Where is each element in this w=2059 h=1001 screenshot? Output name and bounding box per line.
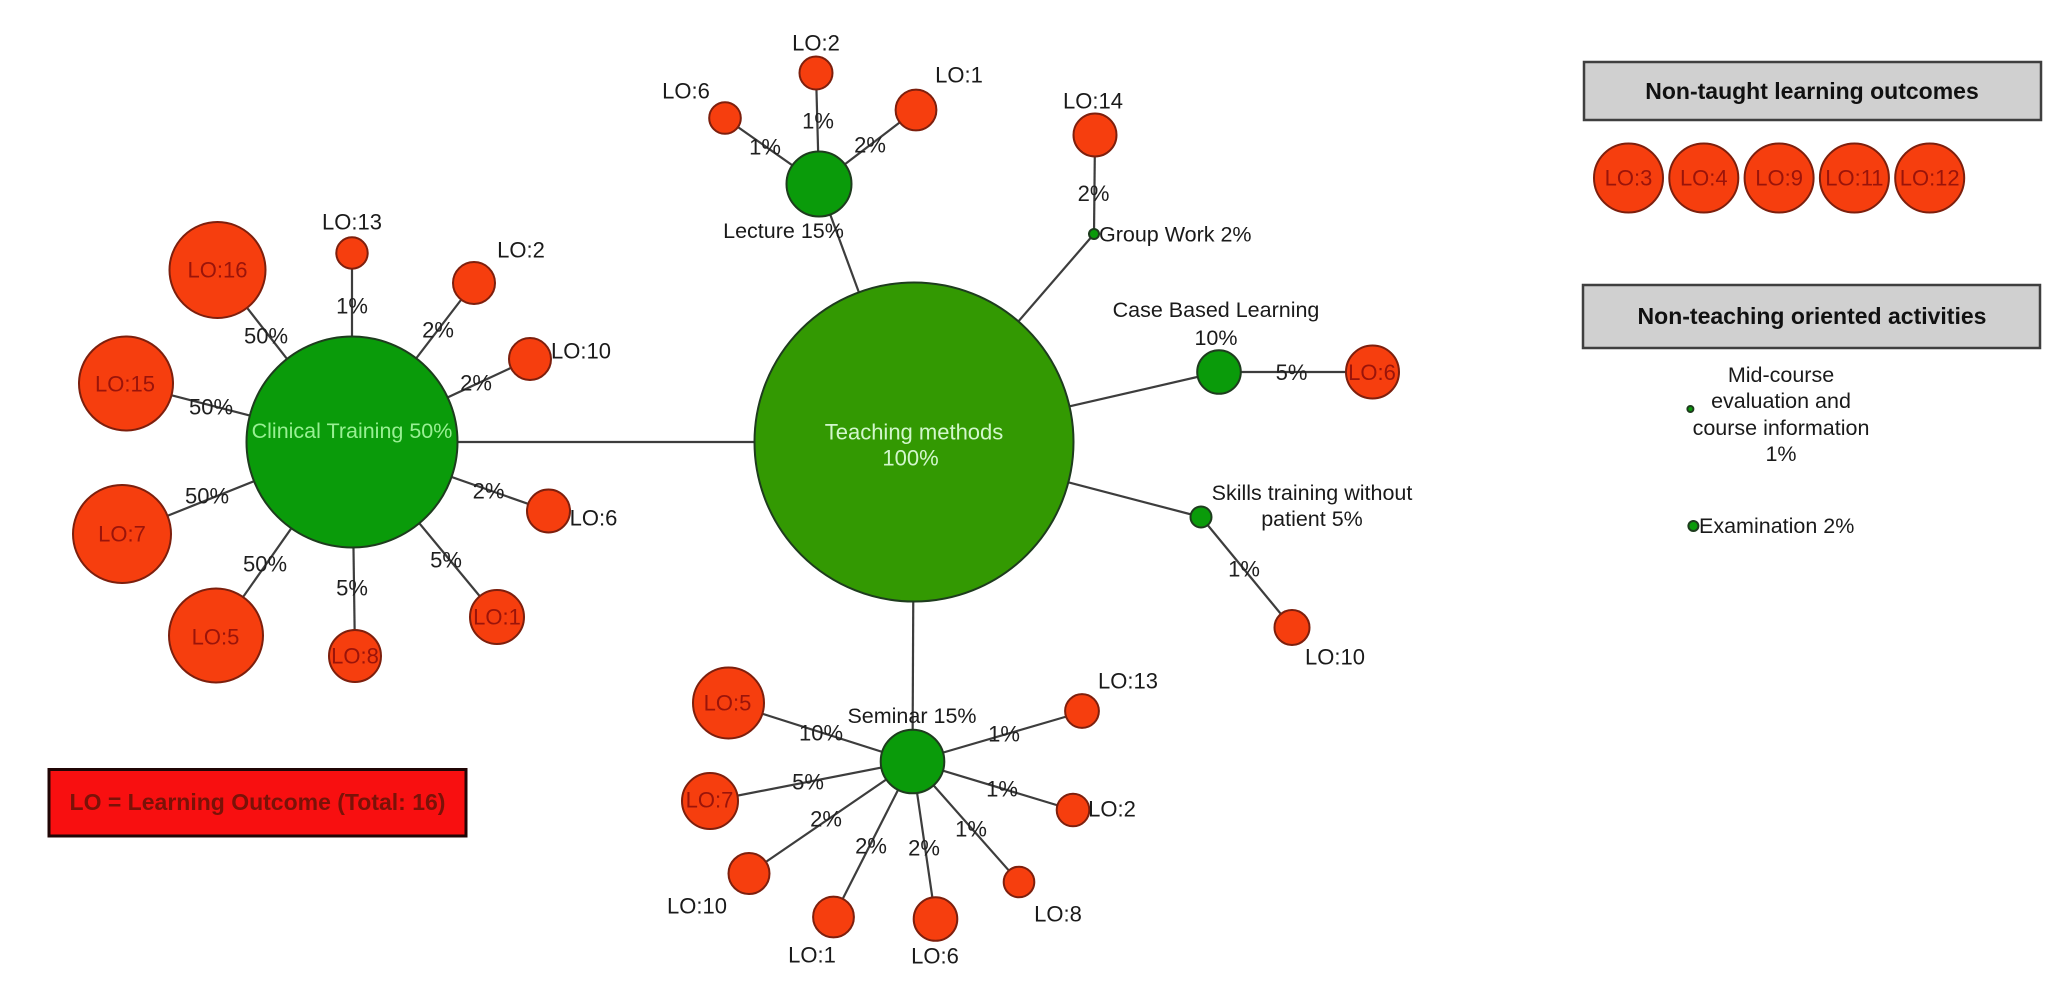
svg-text:LO:12: LO:12 — [1900, 166, 1960, 191]
svg-text:2%: 2% — [422, 318, 454, 343]
svg-text:course information: course information — [1693, 416, 1870, 440]
svg-text:LO:2: LO:2 — [792, 31, 840, 56]
svg-text:Non-teaching oriented activiti: Non-teaching oriented activities — [1638, 303, 1987, 329]
svg-text:Seminar 15%: Seminar 15% — [847, 704, 976, 728]
svg-text:Teaching methods: Teaching methods — [825, 420, 1004, 445]
svg-text:2%: 2% — [460, 371, 492, 396]
svg-text:LO:16: LO:16 — [188, 258, 248, 283]
svg-text:2%: 2% — [854, 133, 886, 158]
svg-text:1%: 1% — [955, 817, 987, 842]
svg-text:LO:8: LO:8 — [1034, 902, 1082, 927]
svg-text:5%: 5% — [430, 548, 462, 573]
svg-text:Clinical Training 50%: Clinical Training 50% — [252, 419, 453, 443]
svg-text:LO:6: LO:6 — [1348, 360, 1396, 385]
svg-text:LO:6: LO:6 — [911, 944, 959, 969]
svg-text:LO:10: LO:10 — [1305, 645, 1365, 670]
svg-text:1%: 1% — [986, 777, 1018, 802]
svg-text:evaluation and: evaluation and — [1711, 389, 1851, 413]
svg-text:LO:3: LO:3 — [1605, 166, 1653, 191]
svg-text:LO:9: LO:9 — [1755, 166, 1803, 191]
svg-text:50%: 50% — [189, 395, 233, 420]
svg-text:50%: 50% — [185, 484, 229, 509]
svg-text:5%: 5% — [1276, 360, 1308, 385]
svg-text:LO = Learning Outcome (Total:: LO = Learning Outcome (Total: 16) — [70, 789, 446, 815]
svg-text:LO:13: LO:13 — [322, 210, 382, 235]
svg-text:1%: 1% — [1765, 442, 1796, 466]
svg-text:LO:11: LO:11 — [1825, 166, 1883, 191]
svg-text:5%: 5% — [792, 770, 824, 795]
svg-text:2%: 2% — [473, 479, 505, 504]
svg-text:Examination 2%: Examination 2% — [1699, 514, 1854, 538]
svg-text:LO:13: LO:13 — [1098, 669, 1158, 694]
svg-text:1%: 1% — [988, 722, 1020, 747]
svg-text:LO:1: LO:1 — [788, 943, 836, 968]
svg-text:LO:6: LO:6 — [662, 79, 710, 104]
svg-text:100%: 100% — [882, 446, 938, 471]
svg-text:1%: 1% — [749, 135, 781, 160]
svg-text:LO:6: LO:6 — [570, 506, 618, 531]
svg-text:Lecture 15%: Lecture 15% — [723, 219, 844, 243]
svg-text:2%: 2% — [855, 834, 887, 859]
svg-text:1%: 1% — [1228, 557, 1260, 582]
svg-text:patient 5%: patient 5% — [1261, 507, 1363, 531]
svg-text:2%: 2% — [1078, 181, 1110, 206]
svg-text:Skills training without: Skills training without — [1212, 481, 1413, 505]
svg-text:1%: 1% — [802, 109, 834, 134]
svg-text:LO:4: LO:4 — [1680, 166, 1728, 191]
svg-text:Mid-course: Mid-course — [1728, 363, 1834, 387]
svg-text:5%: 5% — [336, 576, 368, 601]
svg-text:50%: 50% — [244, 324, 288, 349]
svg-text:LO:7: LO:7 — [98, 522, 146, 547]
svg-text:2%: 2% — [908, 836, 940, 861]
svg-text:LO:1: LO:1 — [473, 605, 521, 630]
svg-text:LO:10: LO:10 — [667, 894, 727, 919]
svg-text:LO:5: LO:5 — [192, 625, 240, 650]
svg-text:Case Based Learning: Case Based Learning — [1113, 298, 1320, 322]
svg-text:2%: 2% — [810, 807, 842, 832]
svg-text:LO:14: LO:14 — [1063, 89, 1123, 114]
svg-text:10%: 10% — [1194, 326, 1237, 350]
svg-text:50%: 50% — [243, 552, 287, 577]
svg-text:LO:7: LO:7 — [686, 788, 734, 813]
svg-text:10%: 10% — [799, 721, 843, 746]
svg-text:LO:10: LO:10 — [551, 339, 611, 364]
svg-text:1%: 1% — [336, 294, 368, 319]
svg-text:LO:15: LO:15 — [95, 372, 155, 397]
svg-text:Non-taught learning outcomes: Non-taught learning outcomes — [1645, 78, 1979, 104]
svg-text:LO:8: LO:8 — [331, 644, 379, 669]
svg-text:LO:1: LO:1 — [935, 63, 983, 88]
svg-text:Group Work 2%: Group Work 2% — [1099, 223, 1252, 247]
svg-text:LO:5: LO:5 — [704, 691, 752, 716]
svg-text:LO:2: LO:2 — [1088, 797, 1136, 822]
svg-text:LO:2: LO:2 — [497, 238, 545, 263]
